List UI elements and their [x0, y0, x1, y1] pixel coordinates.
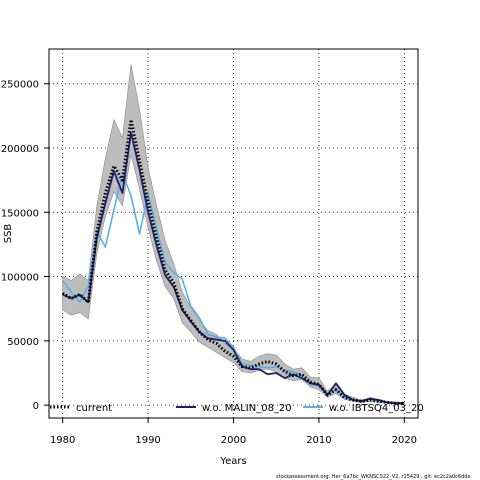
- x-tick-label: 1980: [50, 435, 75, 446]
- series-line-current: [61, 118, 405, 405]
- y-tick-label: 0: [33, 401, 39, 412]
- x-axis-title: Years: [219, 456, 246, 467]
- series-lines: [61, 118, 405, 405]
- series-line-wo-malin: [62, 131, 405, 405]
- axes: 1980 1990 2000 2010 2020 0 50000 100000 150000 20…: [1, 80, 417, 446]
- x-tick-label: 1990: [135, 435, 160, 446]
- confidence-band: [62, 64, 405, 405]
- y-tick-label: 150000: [1, 208, 39, 219]
- y-tick-label: 100000: [1, 273, 39, 284]
- footer-attribution: stockassessment.org, Her_6a7bc_WKNSCS22_…: [276, 474, 471, 480]
- ci-band-current: [62, 64, 405, 405]
- grid-lines: [49, 49, 418, 418]
- x-tick-label: 2010: [306, 435, 331, 446]
- legend-label: w.o. IBTSQ4_03_20: [329, 403, 424, 414]
- legend-label: w.o. MALIN_08_20: [202, 403, 292, 414]
- legend-label: current: [76, 403, 112, 414]
- x-tick-label: 2000: [221, 435, 246, 446]
- y-tick-label: 50000: [7, 337, 39, 348]
- y-tick-label: 250000: [1, 80, 39, 91]
- series-line-wo-ibtsq4: [62, 172, 405, 405]
- y-axis-title: SSB: [3, 224, 14, 244]
- legend: current w.o. MALIN_08_20 w.o. IBTSQ4_03_20: [50, 403, 424, 414]
- y-tick-label: 200000: [1, 144, 39, 155]
- x-tick-label: 2020: [392, 435, 417, 446]
